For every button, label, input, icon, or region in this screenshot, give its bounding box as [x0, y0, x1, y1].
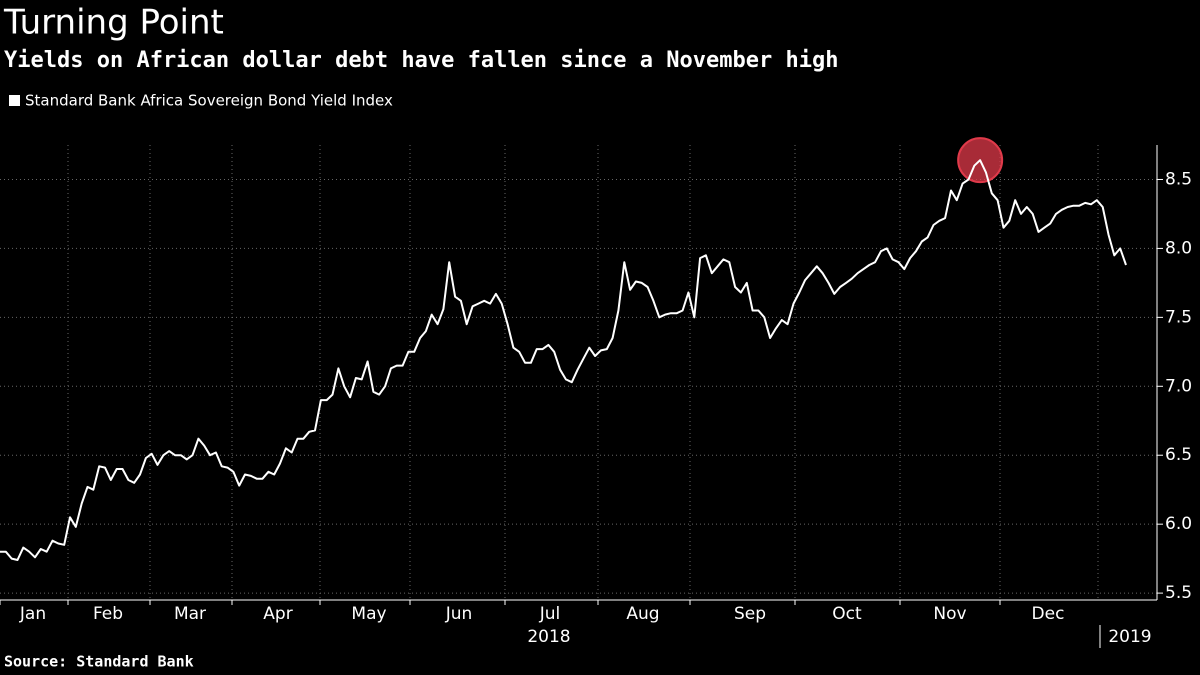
y-tick-label: 7.0 [1165, 376, 1192, 396]
x-tick-label: Jul [539, 604, 561, 624]
x-tick-label: Feb [93, 604, 123, 624]
y-tick-label: 7.5 [1165, 307, 1192, 327]
year-label: 2019 [1108, 627, 1151, 647]
x-tick-label: Jun [445, 604, 473, 624]
x-tick-label: Nov [933, 604, 966, 624]
y-tick-label: 6.5 [1165, 445, 1192, 465]
y-tick-label: 6.0 [1165, 514, 1192, 534]
x-tick-label: Dec [1032, 604, 1065, 624]
source: Source: Standard Bank [4, 653, 194, 671]
legend-swatch [9, 95, 20, 106]
y-tick-label: 8.0 [1165, 238, 1192, 258]
x-tick-label: Aug [626, 604, 659, 624]
legend-label: Standard Bank Africa Sovereign Bond Yiel… [25, 92, 393, 110]
chart-subtitle: Yields on African dollar debt have falle… [4, 48, 838, 73]
year-label: 2018 [527, 627, 570, 647]
x-tick-label: Oct [832, 604, 862, 624]
x-tick-label: May [351, 604, 386, 624]
y-tick-label: 5.5 [1165, 583, 1192, 603]
x-tick-label: Apr [263, 604, 292, 624]
chart-title: Turning Point [3, 3, 224, 43]
x-tick-label: Mar [174, 604, 206, 624]
x-tick-label: Sep [734, 604, 766, 624]
y-tick-label: 8.5 [1165, 169, 1192, 189]
line [0, 159, 1127, 561]
x-tick-label: Jan [19, 604, 46, 624]
